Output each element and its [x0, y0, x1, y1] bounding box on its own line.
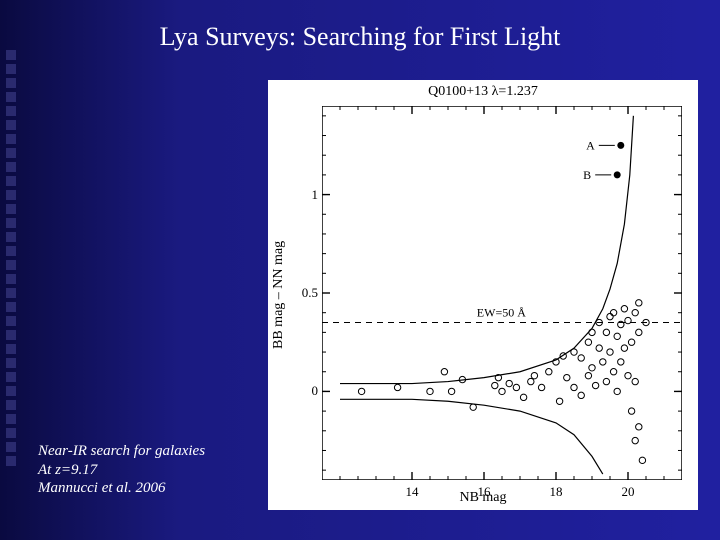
chart-ylabel: BB mag – NN mag [270, 80, 288, 510]
xtick-label: 18 [541, 484, 571, 500]
caption-line-1: Near-IR search for galaxies [38, 442, 205, 461]
xtick-label: 14 [397, 484, 427, 500]
slide-decor-squares [6, 50, 24, 490]
ytick-label: 0 [288, 383, 318, 399]
slide-title: Lya Surveys: Searching for First Light [0, 22, 720, 52]
xtick-label: 20 [613, 484, 643, 500]
svg-text:B: B [583, 168, 591, 182]
chart-title: Q0100+13 λ=1.237 [268, 84, 698, 100]
ytick-label: 1 [288, 187, 318, 203]
caption-line-3: Mannucci et al. 2006 [38, 479, 205, 498]
svg-text:A: A [586, 138, 595, 152]
svg-text:EW=50 Å: EW=50 Å [477, 306, 526, 320]
chart-plot-area: A B EW=50 Å [322, 106, 682, 480]
slide-caption: Near-IR search for galaxies At z=9.17 Ma… [38, 442, 205, 498]
ytick-label: 0.5 [288, 285, 318, 301]
scatter-chart: Q0100+13 λ=1.237 BB mag – NN mag NB mag … [268, 80, 698, 510]
caption-line-2: At z=9.17 [38, 461, 205, 480]
xtick-label: 16 [469, 484, 499, 500]
